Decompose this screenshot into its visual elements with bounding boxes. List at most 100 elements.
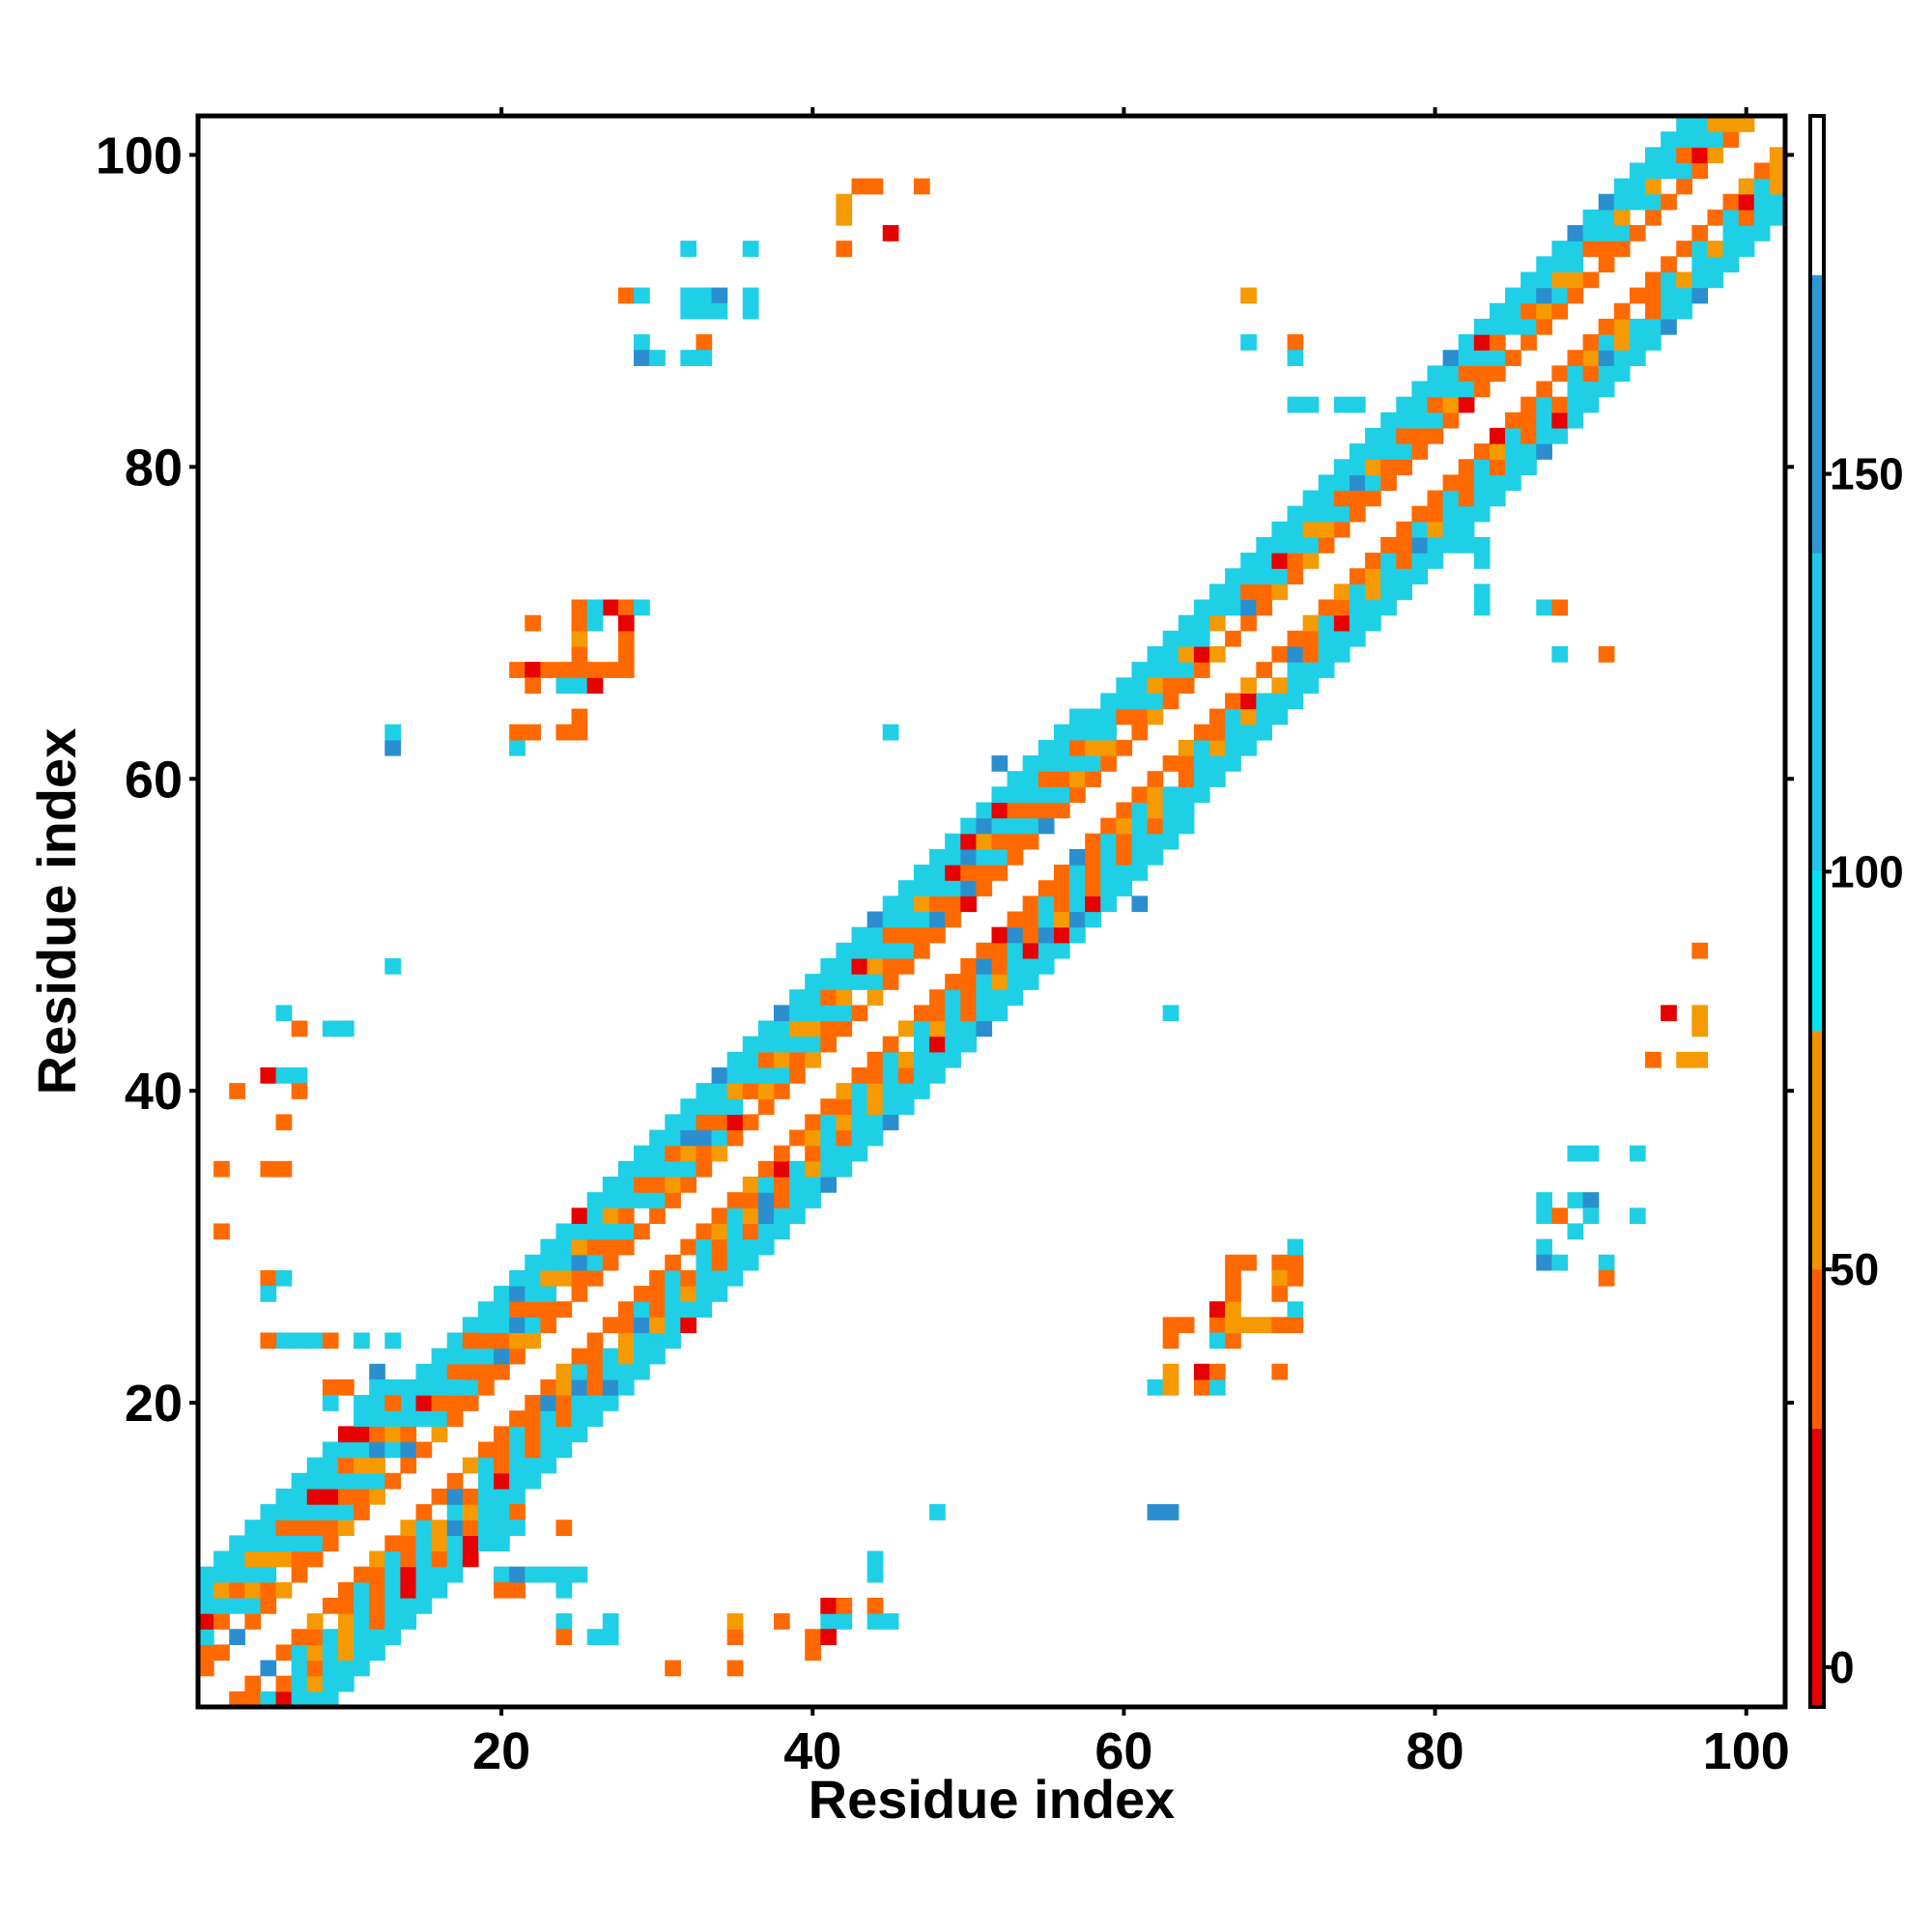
heatmap-cell (369, 1395, 385, 1411)
heatmap-cell (867, 942, 884, 959)
heatmap-cell (634, 1363, 650, 1380)
heatmap-cell (1396, 568, 1413, 585)
heatmap-cell (244, 1581, 262, 1599)
heatmap-cell (742, 1223, 759, 1240)
heatmap-cell (322, 1504, 339, 1520)
heatmap-cell (1053, 786, 1070, 804)
heatmap-cell (991, 926, 1009, 944)
heatmap-cell (680, 1301, 697, 1318)
heatmap-cell (337, 1426, 355, 1443)
heatmap-cell (851, 1114, 868, 1131)
heatmap-cell (260, 1566, 277, 1583)
heatmap-cell (1691, 1020, 1709, 1037)
heatmap-cell (1333, 459, 1350, 475)
heatmap-cell (1396, 459, 1413, 475)
heatmap-cell (976, 1020, 993, 1037)
heatmap-cell (1349, 459, 1366, 475)
heatmap-cell (1676, 1051, 1692, 1068)
heatmap-cell (1411, 412, 1429, 429)
heatmap-cell (960, 974, 977, 990)
colorbar-band (1810, 871, 1824, 1032)
heatmap-cell (477, 1317, 495, 1334)
heatmap-cell (1147, 708, 1164, 725)
heatmap-cell (540, 1254, 557, 1271)
heatmap-cell (1349, 490, 1366, 507)
heatmap-cell (571, 599, 588, 616)
heatmap-cell (384, 1332, 402, 1350)
heatmap-cell (431, 1426, 448, 1443)
heatmap-cell (617, 287, 635, 304)
heatmap-cell (882, 1613, 899, 1630)
heatmap-cell (525, 1426, 541, 1443)
heatmap-cell (415, 1566, 433, 1583)
heatmap-cell (1349, 443, 1366, 460)
heatmap-cell (384, 1441, 402, 1459)
heatmap-cell (867, 911, 884, 928)
heatmap-cell (1318, 536, 1335, 554)
heatmap-cell (1598, 256, 1615, 273)
heatmap-cell (400, 1441, 417, 1459)
heatmap-cell (1536, 427, 1552, 444)
heatmap-cell (1100, 693, 1117, 710)
heatmap-cell (726, 1129, 744, 1147)
heatmap-cell (976, 848, 993, 866)
heatmap-cell (976, 942, 993, 959)
heatmap-cell (525, 1269, 541, 1287)
heatmap-cell (1069, 786, 1086, 804)
heatmap-cell (1613, 365, 1631, 383)
heatmap-cell (555, 1581, 573, 1599)
colorbar-tick-label: 100 (1830, 846, 1904, 896)
heatmap-cell (322, 1597, 339, 1614)
heatmap-cell (525, 1286, 541, 1302)
heatmap-cell (1349, 630, 1366, 647)
heatmap-cell (337, 1597, 355, 1614)
heatmap-cell (1520, 396, 1537, 413)
heatmap-cell (1256, 536, 1273, 554)
heatmap-cell (836, 957, 853, 975)
heatmap-cell (665, 1254, 681, 1271)
heatmap-cell (649, 1177, 666, 1193)
heatmap-cell (446, 1520, 464, 1536)
heatmap-cell (571, 614, 588, 632)
heatmap-cell (1022, 911, 1039, 928)
heatmap-cell (260, 1066, 277, 1084)
heatmap-cell (337, 1629, 355, 1646)
heatmap-cell (960, 989, 977, 1006)
heatmap-cell (571, 708, 588, 725)
heatmap-cell (1629, 193, 1646, 211)
heatmap-cell (477, 1488, 495, 1505)
heatmap-cell (369, 1426, 385, 1443)
heatmap-cell (634, 1223, 650, 1240)
heatmap-cell (913, 865, 930, 881)
heatmap-cell (1411, 381, 1429, 398)
heatmap-cell (1131, 662, 1149, 678)
heatmap-cell (1613, 318, 1631, 335)
heatmap-cell (634, 1332, 650, 1350)
heatmap-cell (586, 1238, 604, 1256)
colorbar-band (1810, 274, 1824, 554)
heatmap-cell (1178, 802, 1195, 819)
heatmap-cell (1645, 162, 1662, 180)
heatmap-cell (929, 989, 946, 1006)
heatmap-cell (337, 1457, 355, 1474)
heatmap-cell (260, 1660, 277, 1677)
heatmap-cell (867, 1566, 884, 1583)
heatmap-cell (291, 1066, 308, 1084)
heatmap-cell (1287, 396, 1304, 413)
heatmap-cell (1411, 396, 1429, 413)
heatmap-cell (1551, 241, 1569, 257)
heatmap-cell (1411, 427, 1429, 444)
heatmap-cell (1225, 1269, 1241, 1287)
heatmap-cell (586, 1363, 604, 1380)
heatmap-cell (1598, 334, 1615, 351)
heatmap-cell (726, 1192, 744, 1208)
heatmap-cell (1053, 942, 1070, 959)
heatmap-cell (1085, 708, 1101, 725)
heatmap-cell (820, 974, 838, 990)
heatmap-cell (665, 1129, 681, 1147)
heatmap-cell (836, 1020, 853, 1037)
heatmap-cell (1225, 568, 1241, 585)
heatmap-cell (540, 1566, 557, 1583)
heatmap-cell (820, 1597, 838, 1614)
heatmap-cell (602, 1223, 619, 1240)
